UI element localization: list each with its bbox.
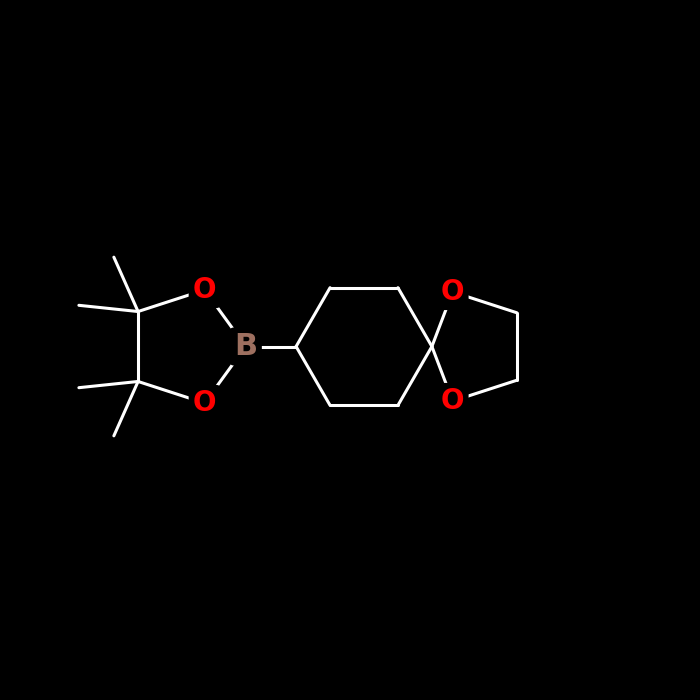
Text: O: O xyxy=(441,387,464,415)
Text: O: O xyxy=(193,276,216,304)
Text: B: B xyxy=(234,332,258,361)
Text: O: O xyxy=(193,389,216,417)
Text: O: O xyxy=(441,278,464,306)
